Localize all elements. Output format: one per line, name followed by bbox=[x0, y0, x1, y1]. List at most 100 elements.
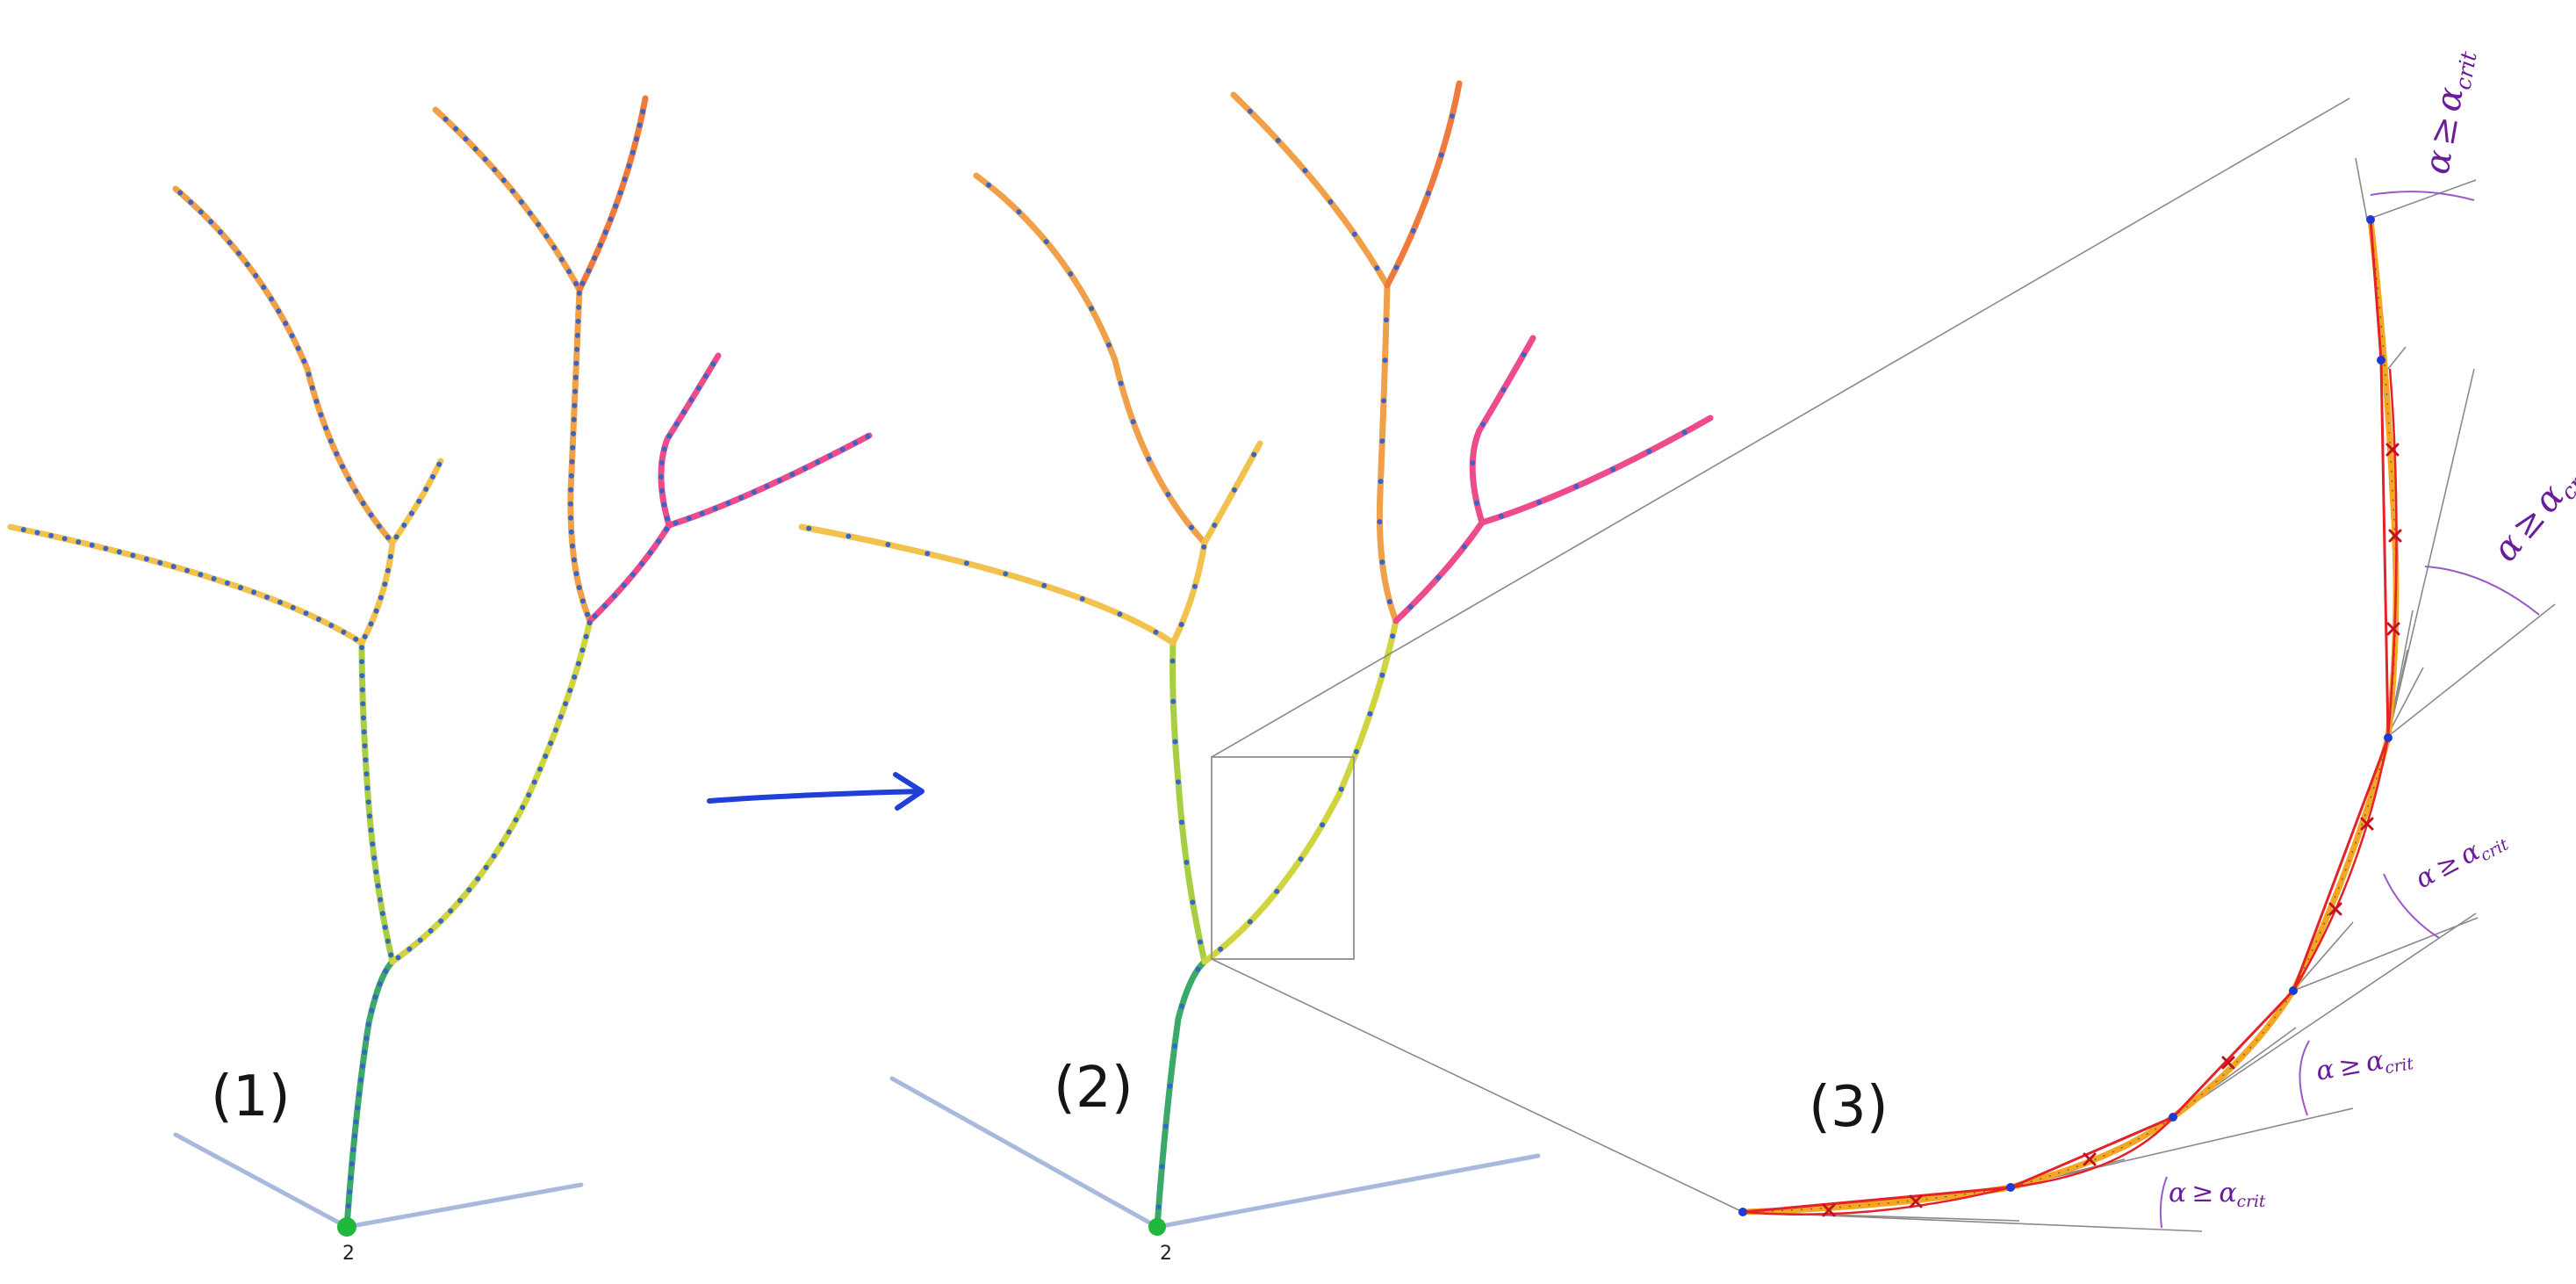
panel-2-root-node bbox=[1148, 1218, 1166, 1236]
skeleton-node bbox=[1449, 113, 1455, 119]
skeleton-node bbox=[630, 572, 636, 578]
skeleton-node bbox=[1251, 451, 1257, 458]
skeleton-node bbox=[1381, 398, 1386, 404]
skeleton-node bbox=[571, 557, 577, 563]
skeleton-node bbox=[585, 611, 590, 617]
skeleton-node bbox=[208, 219, 214, 225]
skeleton-node bbox=[346, 476, 352, 482]
skeleton-node bbox=[316, 617, 321, 622]
skeleton-node bbox=[1379, 438, 1385, 444]
skeleton-node bbox=[592, 255, 598, 261]
skeleton-node bbox=[365, 799, 371, 805]
panel-1-left-far-branch bbox=[7, 523, 365, 646]
skeleton-node bbox=[1003, 571, 1009, 577]
skeleton-node bbox=[276, 308, 282, 314]
skeleton-node bbox=[1179, 1003, 1184, 1009]
zoom-region-box bbox=[1211, 756, 1355, 960]
skeleton-node bbox=[261, 285, 267, 291]
skeleton-node bbox=[1374, 265, 1380, 271]
skeleton-node bbox=[1382, 357, 1388, 364]
skeleton-node bbox=[688, 397, 694, 403]
skeleton-node bbox=[334, 451, 340, 457]
skeleton-node bbox=[751, 489, 757, 495]
skeleton-node bbox=[621, 582, 627, 588]
skeleton-node bbox=[1383, 317, 1389, 323]
skeleton-node bbox=[839, 446, 845, 452]
skeleton-node bbox=[536, 221, 542, 227]
skeleton-node bbox=[543, 233, 550, 239]
skeleton-node bbox=[1274, 889, 1280, 894]
skeleton-node bbox=[617, 190, 623, 196]
skeleton-node bbox=[348, 1175, 354, 1181]
skeleton-node bbox=[303, 610, 309, 617]
skeleton-node bbox=[1353, 748, 1359, 754]
skeleton-node bbox=[647, 550, 653, 556]
skeleton-node bbox=[1378, 479, 1384, 485]
skeleton-node bbox=[1179, 819, 1184, 826]
skeleton-node bbox=[777, 478, 782, 484]
skeleton-node bbox=[586, 268, 592, 274]
skeleton-node bbox=[548, 740, 554, 747]
panel-2-ground bbox=[889, 1076, 1541, 1230]
skeleton-node bbox=[586, 620, 593, 626]
skeleton-node bbox=[224, 580, 230, 586]
panel-1-left-up-stem bbox=[358, 539, 396, 646]
skeleton-node bbox=[626, 163, 632, 169]
skeleton-node bbox=[227, 240, 233, 246]
skeleton-node bbox=[360, 501, 366, 507]
skeleton-node bbox=[1016, 209, 1022, 215]
skeleton-node bbox=[574, 346, 580, 352]
skeleton-node bbox=[527, 210, 533, 216]
skeleton-node bbox=[710, 361, 716, 367]
angle-condition-5: α≥αcrit bbox=[2417, 47, 2482, 178]
skeleton-node bbox=[20, 527, 26, 533]
skeleton-node bbox=[359, 687, 365, 693]
skeleton-node bbox=[368, 512, 374, 518]
skeleton-node bbox=[1089, 306, 1095, 312]
skeleton-node bbox=[1231, 487, 1237, 493]
skeleton-node bbox=[290, 604, 296, 610]
skeleton-node bbox=[328, 623, 335, 629]
skeleton-node bbox=[382, 924, 388, 930]
panel-3-angle-arcs bbox=[2159, 191, 2540, 1229]
skeleton-node bbox=[1367, 711, 1373, 717]
skeleton-node bbox=[1130, 419, 1136, 425]
panel-1-tree: 2 (1) bbox=[7, 95, 873, 1265]
skeleton-node bbox=[563, 701, 569, 707]
angle-condition-3: α≥αcrit bbox=[2410, 822, 2512, 898]
skeleton-node bbox=[1407, 604, 1414, 610]
skeleton-node bbox=[1275, 138, 1281, 143]
skeleton-node bbox=[289, 333, 295, 339]
skeleton-node bbox=[1118, 380, 1124, 386]
panel-1-right-stem bbox=[389, 617, 594, 965]
skeleton-node bbox=[661, 446, 667, 452]
skeleton-node bbox=[1079, 595, 1085, 602]
panel-1-nodes bbox=[20, 109, 871, 1223]
panel-1-top-left bbox=[432, 106, 583, 293]
skeleton-node bbox=[1165, 492, 1171, 498]
skeleton-node bbox=[513, 817, 519, 823]
skeleton-node bbox=[602, 229, 608, 235]
skeleton-node bbox=[569, 458, 575, 465]
skeleton-node bbox=[143, 556, 149, 562]
skeleton-node bbox=[576, 304, 582, 310]
skeleton-node bbox=[712, 506, 718, 511]
skeleton-node bbox=[408, 510, 414, 516]
skeleton-node bbox=[361, 729, 367, 735]
skeleton-node bbox=[622, 177, 628, 183]
skeleton-node bbox=[1153, 629, 1159, 635]
skeleton-node bbox=[103, 545, 109, 552]
skeleton-node bbox=[438, 918, 444, 924]
skeleton-node bbox=[1170, 698, 1176, 704]
panel-2-mid-stem bbox=[1376, 282, 1400, 624]
panel-1-mid-stem bbox=[567, 286, 594, 624]
skeleton-node bbox=[475, 876, 481, 882]
panel-1-root-label: 2 bbox=[342, 1243, 355, 1265]
skeleton-node bbox=[358, 1077, 363, 1083]
skeleton-node bbox=[764, 483, 770, 489]
skeleton-node bbox=[963, 560, 969, 566]
panel-1-left-up-left bbox=[172, 185, 396, 546]
skeleton-node bbox=[806, 525, 812, 531]
skeleton-node bbox=[423, 487, 429, 492]
skeleton-node bbox=[526, 792, 532, 798]
